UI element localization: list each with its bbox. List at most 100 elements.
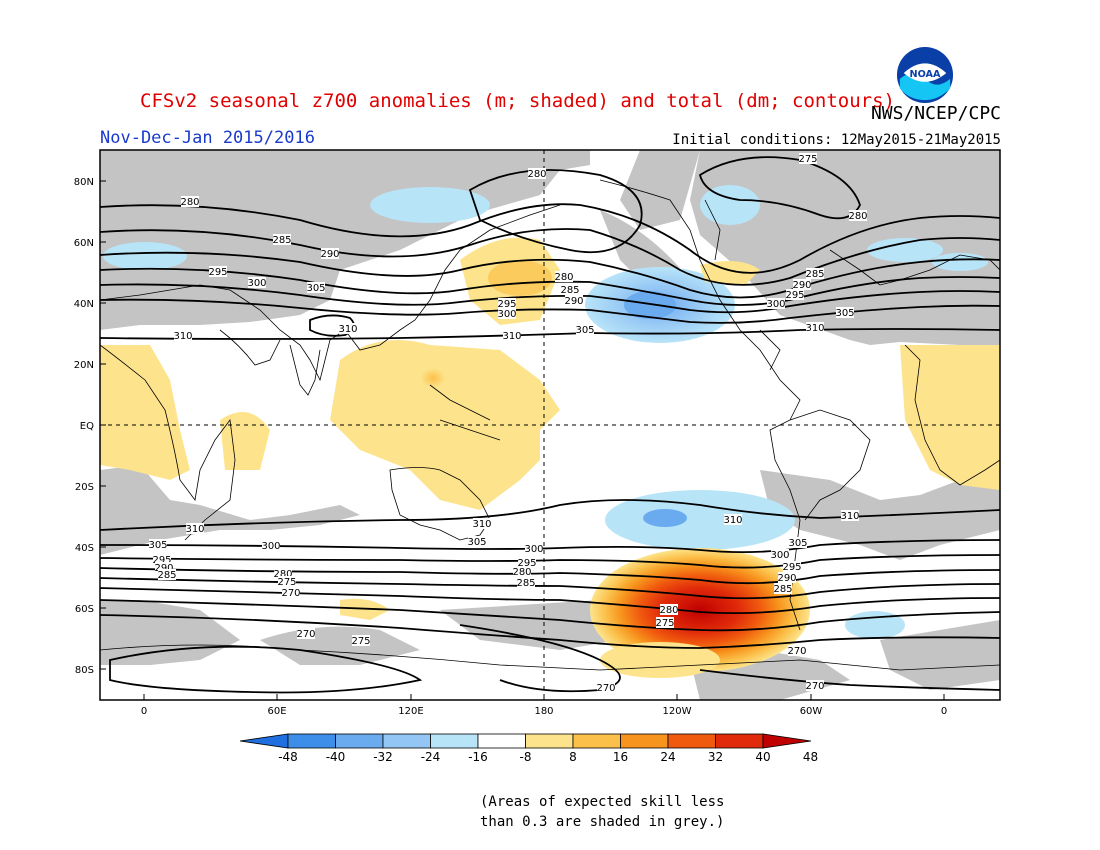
contour-label-bg [513, 566, 531, 577]
season-label: Nov-Dec-Jan 2015/2016 [100, 128, 315, 148]
lon-tick-label: 0 [941, 706, 947, 717]
contour-label-bg [778, 572, 796, 583]
colorbar-tick-label: 40 [755, 750, 770, 764]
colorbar-tick-label: -32 [373, 750, 393, 764]
contour-label-bg [321, 248, 339, 259]
contour-label-bg [352, 635, 370, 646]
contour-label-bg [656, 617, 674, 628]
noaa-logo: NOAA [896, 46, 954, 104]
contour-label-bg [468, 536, 486, 547]
contour-label: 285 [272, 235, 291, 246]
colorbar-tick-label: -40 [326, 750, 346, 764]
contour-label-bg [307, 282, 325, 293]
contour-label-bg [806, 322, 824, 333]
contour-label-bg [473, 518, 491, 529]
contour-label-bg [597, 682, 615, 693]
contour-label: 295 [517, 558, 536, 569]
contour-label: 270 [787, 646, 806, 657]
contour-label: 280 [554, 272, 573, 283]
colorbar-segment [572, 733, 621, 749]
contour-label-bg [282, 587, 300, 598]
noaa-logo-text: NOAA [910, 69, 942, 80]
colorbar-tick-label: -16 [468, 750, 488, 764]
contour-label-bg [806, 680, 824, 691]
contour-label-bg [767, 298, 785, 309]
contour-label: 270 [296, 629, 315, 640]
lat-tick-label: EQ [80, 421, 94, 432]
contour-label: 310 [502, 331, 521, 342]
contour-label-bg [786, 289, 804, 300]
skill-note-line-1: (Areas of expected skill less [480, 794, 725, 810]
skill-note: (Areas of expected skill less than 0.3 a… [480, 792, 724, 832]
contour-label: 300 [247, 278, 266, 289]
contour-label: 275 [351, 636, 370, 647]
colorbar-segment [287, 733, 336, 749]
contour-label-bg [849, 210, 867, 221]
lon-tick-label: 120W [663, 706, 692, 717]
contour-label-bg [555, 271, 573, 282]
contour-label-bg [565, 295, 583, 306]
contour-label: 310 [805, 323, 824, 334]
contour-label-bg [209, 266, 227, 277]
contour-label: 290 [564, 296, 583, 307]
colorbar-segment [620, 733, 669, 749]
contour-label-bg [155, 562, 173, 573]
contour-label-bg [181, 196, 199, 207]
contour-label-bg [724, 514, 742, 525]
contour-label: 300 [770, 550, 789, 561]
lat-tick-label: 40N [74, 299, 94, 310]
lat-tick-label: 60N [74, 238, 94, 249]
contour-label-bg [793, 279, 811, 290]
skill-note-line-2: than 0.3 are shaded in grey.) [480, 814, 725, 830]
colorbar-left-arrow [239, 733, 289, 749]
colorbar-segment [477, 733, 526, 749]
contour-label: 295 [152, 555, 171, 566]
chart-title: CFSv2 seasonal z700 anomalies (m; shaded… [140, 90, 895, 112]
contour-label-bg [783, 561, 801, 572]
contour-label: 290 [777, 573, 796, 584]
colorbar-tick-label: -48 [278, 750, 298, 764]
lat-tick-label: 20N [74, 360, 94, 371]
latitude-axis: 80N 60N 40N 20N EQ 20S 40S 60S 80S [74, 177, 106, 676]
contour-label-bg [771, 549, 789, 560]
contour-label: 295 [208, 267, 227, 278]
contour-label-bg [841, 510, 859, 521]
cold-anomalies [103, 185, 988, 639]
contour-label: 280 [659, 605, 678, 616]
colorbar-tick-label: 16 [613, 750, 628, 764]
contour-label-bg [262, 540, 280, 551]
contour-label: 295 [785, 290, 804, 301]
contour-label: 310 [338, 324, 357, 335]
lon-tick-label: 180 [534, 706, 553, 717]
contour-label: 295 [497, 299, 516, 310]
colorbar-segment [667, 733, 716, 749]
contour-label-bg [248, 277, 266, 288]
contour-label: 310 [472, 519, 491, 530]
contour-label: 305 [306, 283, 325, 294]
contour-label: 285 [773, 584, 792, 595]
contour-label: 305 [835, 308, 854, 319]
contour-label: 300 [261, 541, 280, 552]
contour-label: 290 [320, 249, 339, 260]
contour-label-bg [186, 523, 204, 534]
contour-label: 300 [524, 544, 543, 555]
contour-label-bg [339, 323, 357, 334]
contour-label: 310 [840, 511, 859, 522]
colorbar-segment [525, 733, 574, 749]
contour-label-bg [561, 284, 579, 295]
contour-label: 285 [516, 578, 535, 589]
coastlines [100, 179, 1000, 671]
lon-tick-label: 60E [267, 706, 286, 717]
contour-label: 285 [560, 285, 579, 296]
contour-label-bg [517, 577, 535, 588]
colorbar-right-arrow [762, 733, 812, 749]
contour-label: 270 [281, 588, 300, 599]
shading-layer [100, 150, 1000, 700]
contour-label: 275 [655, 618, 674, 629]
contour-label: 310 [723, 515, 742, 526]
colorbar-tick-label: 48 [803, 750, 818, 764]
contour-label-bg [158, 569, 176, 580]
